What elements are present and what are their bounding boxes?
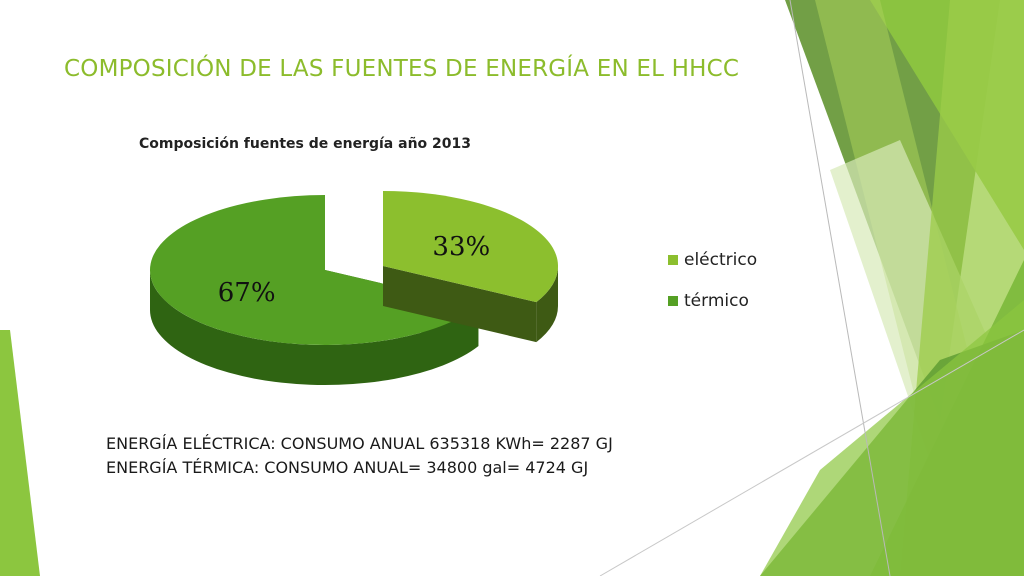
deco-line (599, 329, 1024, 576)
legend-label-termico: térmico (684, 291, 749, 311)
note-electric: ENERGÍA ELÉCTRICA: CONSUMO ANUAL 635318 … (106, 434, 613, 453)
data-label-termico: 67% (218, 278, 276, 308)
legend-swatch-termico (668, 296, 678, 306)
legend-swatch-electrico (668, 255, 678, 265)
deco-shape (760, 300, 1024, 576)
chart-title: Composición fuentes de energía año 2013 (139, 136, 471, 152)
pie-side-electrico (536, 266, 558, 343)
slide-title: COMPOSICIÓN DE LAS FUENTES DE ENERGÍA EN… (64, 56, 740, 82)
note-thermal: ENERGÍA TÉRMICA: CONSUMO ANUAL= 34800 ga… (106, 458, 589, 477)
legend-item-termico: térmico (668, 290, 757, 312)
pie-chart: 33% 67% (149, 191, 558, 385)
pie-wall-electrico (383, 266, 537, 343)
energy-notes: ENERGÍA ELÉCTRICA: CONSUMO ANUAL 635318 … (106, 432, 613, 480)
deco-shape (0, 330, 40, 576)
data-label-electrico: 33% (432, 232, 490, 262)
deco-line (789, 0, 891, 576)
legend-item-electrico: eléctrico (668, 249, 757, 271)
pie-slice-electrico (383, 191, 558, 303)
legend-label-electrico: eléctrico (684, 250, 758, 270)
pie-side-termico (150, 270, 479, 385)
chart-legend: eléctrico térmico (668, 249, 757, 331)
